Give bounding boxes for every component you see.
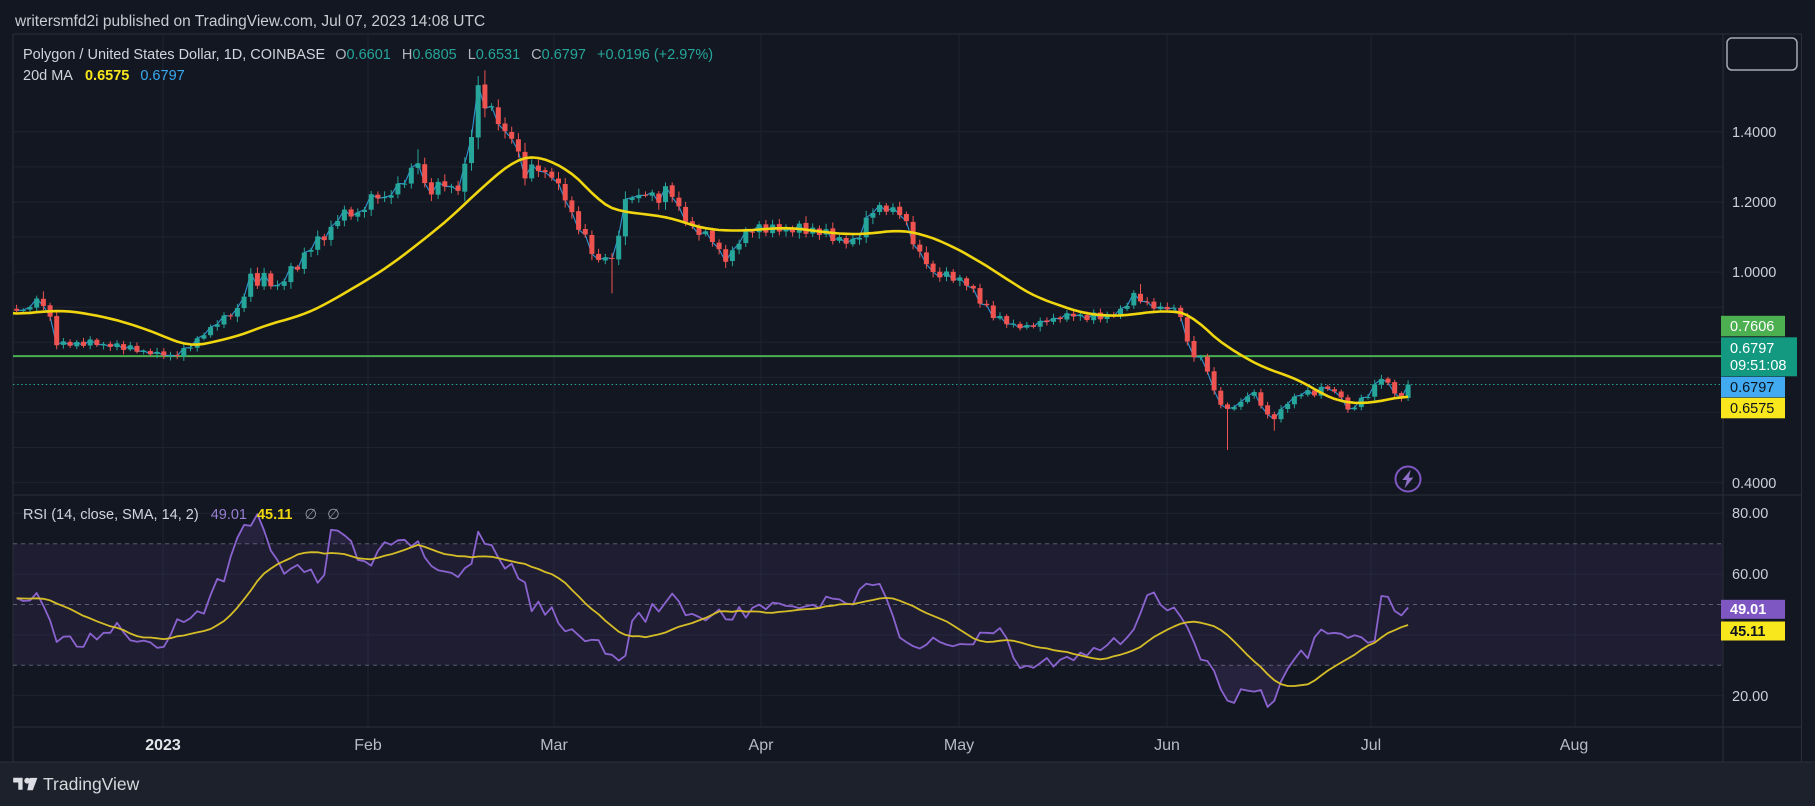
- svg-text:Jun: Jun: [1154, 737, 1180, 754]
- svg-text:60.00: 60.00: [1732, 567, 1768, 583]
- svg-text:20.00: 20.00: [1732, 689, 1768, 705]
- svg-text:0.7606: 0.7606: [1730, 319, 1774, 335]
- svg-text:Apr: Apr: [749, 737, 775, 754]
- svg-text:Mar: Mar: [540, 737, 568, 754]
- svg-text:Jul: Jul: [1361, 737, 1381, 754]
- svg-text:0.6797: 0.6797: [1730, 341, 1774, 357]
- svg-text:TradingView: TradingView: [43, 774, 140, 794]
- svg-text:writersmfd2i published on Trad: writersmfd2i published on TradingView.co…: [14, 13, 485, 30]
- svg-text:45.11: 45.11: [1730, 624, 1766, 640]
- svg-text:80.00: 80.00: [1732, 506, 1768, 522]
- svg-text:0.6575: 0.6575: [1730, 401, 1774, 417]
- svg-text:09:51:08: 09:51:08: [1730, 358, 1786, 374]
- svg-text:1.4000: 1.4000: [1732, 125, 1776, 141]
- svg-text:49.01: 49.01: [1730, 602, 1766, 618]
- svg-text:0.4000: 0.4000: [1732, 476, 1776, 492]
- svg-text:Feb: Feb: [354, 737, 382, 754]
- svg-text:1.2000: 1.2000: [1732, 195, 1776, 211]
- svg-text:2023: 2023: [145, 737, 181, 754]
- svg-text:RSI (14, close, SMA, 14, 2)49.: RSI (14, close, SMA, 14, 2) 49.01 45.11 ∅ ∅: [23, 507, 340, 523]
- svg-text:Polygon / United States Dollar: Polygon / United States Dollar, 1D, COIN…: [23, 47, 713, 63]
- svg-text:May: May: [944, 737, 974, 754]
- svg-text:0.6797: 0.6797: [1730, 380, 1774, 396]
- svg-text:Aug: Aug: [1560, 737, 1588, 754]
- svg-text:1.0000: 1.0000: [1732, 265, 1776, 281]
